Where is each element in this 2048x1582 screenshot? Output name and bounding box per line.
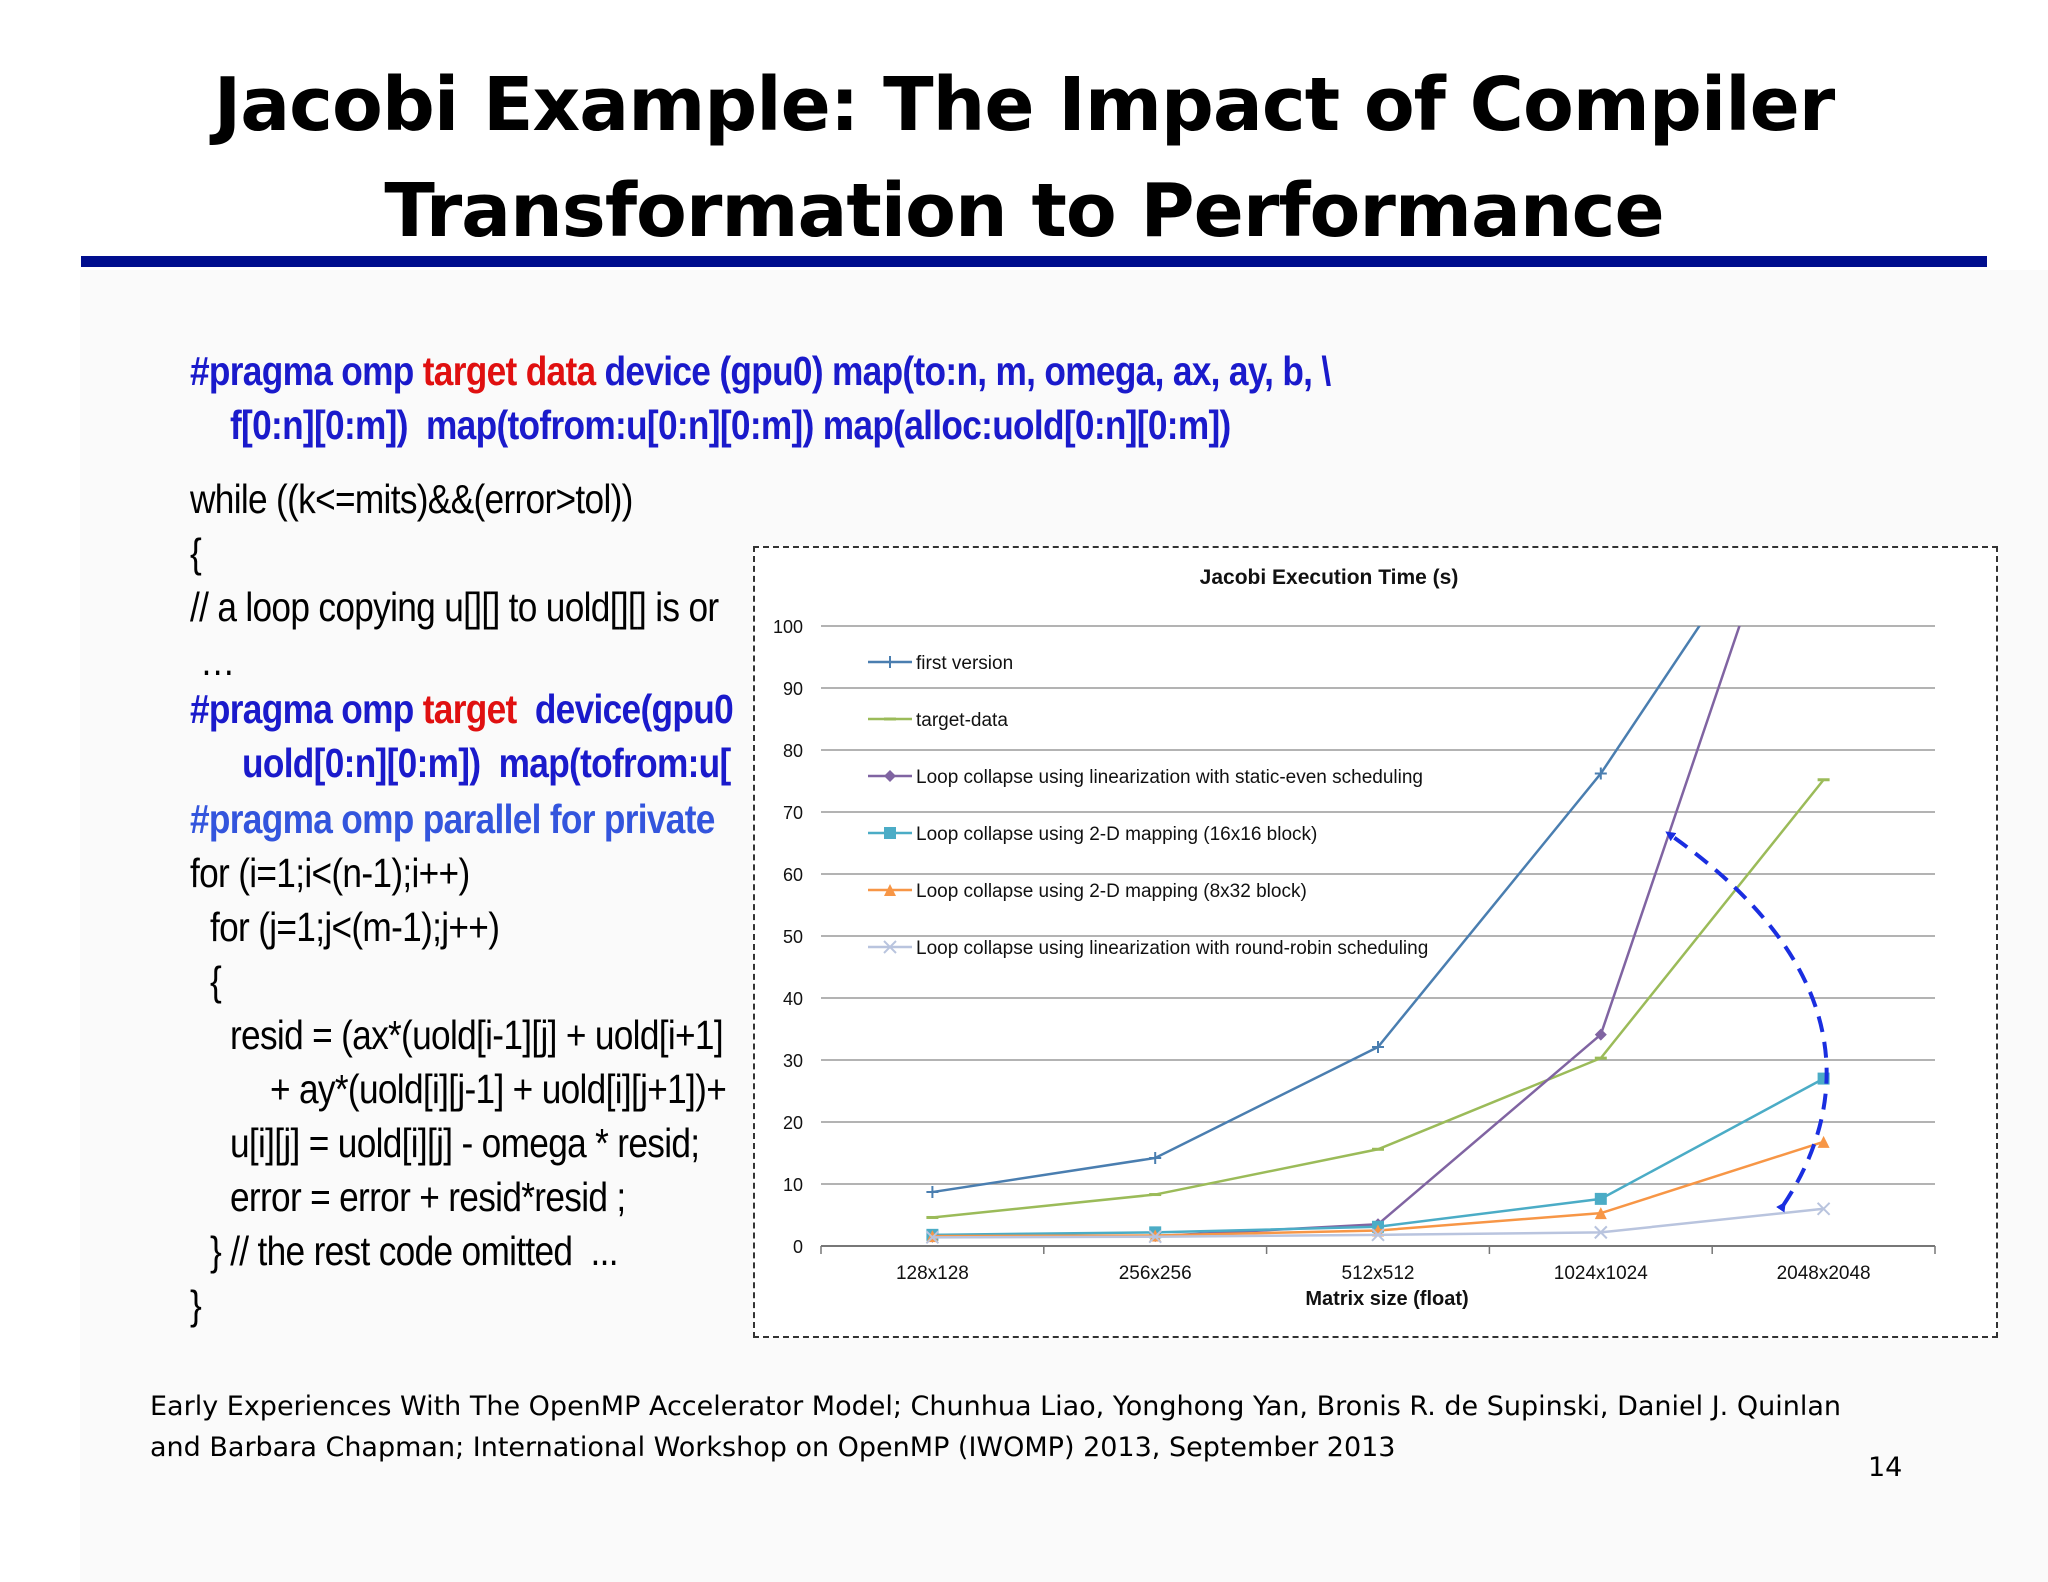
data-point	[1816, 1202, 1831, 1216]
data-point	[1371, 1228, 1385, 1242]
code-line-7: #pragma omp target device(gpu0	[190, 686, 734, 733]
data-point	[1148, 1229, 1162, 1244]
data-point	[926, 1186, 939, 1199]
code-line-8: uold[0:n][0:m]) map(tofrom:u[	[242, 740, 731, 786]
y-tick-label: 20	[783, 1113, 803, 1133]
code-pragma: #pragma omp	[190, 348, 423, 394]
x-tick-label: 256x256	[1119, 1263, 1192, 1284]
legend-label: Loop collapse using 2-D mapping (16x16 b…	[916, 824, 1317, 845]
code-line-12: {	[210, 958, 222, 1004]
y-tick-label: 0	[793, 1237, 803, 1257]
y-tick-label: 100	[773, 617, 803, 637]
page-number: 14	[1868, 1452, 1903, 1483]
code-line-13: resid = (ax*(uold[i-1][j] + uold[i+1]	[230, 1012, 724, 1058]
legend-marker	[884, 770, 896, 782]
code-clause: device (gpu0) map(to:n, m, omega, ax, ay…	[595, 348, 1332, 394]
code-line-6: …	[200, 638, 235, 684]
data-point	[1594, 1207, 1607, 1220]
legend-label: Loop collapse using 2-D mapping (8x32 bl…	[916, 881, 1307, 902]
data-point	[925, 1230, 940, 1245]
code-clause: device(gpu0	[516, 686, 734, 732]
y-tick-label: 70	[783, 803, 803, 823]
code-keyword-target-data: target data	[422, 348, 596, 394]
code-line-14: + ay*(uold[i][j-1] + uold[i][j+1])+	[270, 1066, 727, 1112]
citation-line-1: Early Experiences With The OpenMP Accele…	[150, 1391, 1841, 1422]
legend-marker	[884, 827, 896, 839]
legend-label: Loop collapse using linearization with r…	[916, 938, 1428, 959]
x-tick-label: 512x512	[1342, 1263, 1415, 1284]
code-line-16: error = error + resid*resid ;	[230, 1174, 626, 1220]
x-tick-label: 1024x1024	[1554, 1263, 1648, 1284]
legend-marker	[883, 940, 897, 954]
citation-line-2: and Barbara Chapman; International Works…	[150, 1432, 1396, 1463]
series-line-4	[932, 1077, 1825, 1237]
x-axis-label: Matrix size (float)	[1305, 1288, 1468, 1310]
code-line-2: f[0:n][0:m]) map(tofrom:u[0:n][0:m]) map…	[230, 402, 1231, 448]
x-tick-label: 128x128	[896, 1263, 969, 1284]
data-point	[1594, 1225, 1608, 1240]
y-tick-label: 90	[783, 679, 803, 699]
execution-time-chart: Jacobi Execution Time (s) 0 10 20 30 40 50 60 7…	[773, 566, 1936, 1310]
title-divider	[81, 256, 1987, 267]
data-point	[1372, 1224, 1384, 1237]
legend-label: Loop collapse using linearization with s…	[916, 767, 1423, 788]
code-keyword-target: target	[422, 686, 518, 732]
annotation-arrow	[1665, 831, 1829, 1213]
chart-title: Jacobi Execution Time (s)	[1200, 566, 1459, 589]
data-point	[1372, 1040, 1384, 1053]
x-tick-label: 2048x2048	[1777, 1263, 1871, 1284]
data-point	[1594, 1028, 1607, 1041]
code-line-4: {	[190, 530, 202, 576]
y-tick-label: 60	[783, 865, 803, 885]
title-line-1: Jacobi Example: The Impact of Compiler	[213, 62, 1836, 148]
series-line-1	[932, 626, 1701, 1194]
code-line-3: while ((k<=mits)&&(error>tol))	[190, 476, 633, 522]
code-line-15: u[i][j] = uold[i][j] - omega * resid;	[230, 1120, 700, 1166]
y-tick-label: 10	[783, 1175, 803, 1195]
slide-title: Jacobi Example: The Impact of Compiler T…	[0, 52, 2048, 264]
code-line-9: #pragma omp parallel for private	[190, 796, 715, 842]
code-line-18: }	[190, 1282, 202, 1328]
y-tick-label: 80	[783, 741, 803, 761]
y-tick-label: 30	[783, 1051, 803, 1071]
data-point	[1149, 1151, 1162, 1164]
code-line-11: for (j=1;j<(m-1);j++)	[210, 904, 500, 950]
chart-container: Jacobi Execution Time (s) 0 10 20 30 40 50 60 7…	[753, 546, 1998, 1338]
code-pragma: #pragma omp	[190, 686, 423, 732]
code-line-17: } // the rest code omitted ...	[210, 1228, 619, 1274]
code-line-10: for (i=1;i<(n-1);i++)	[190, 850, 470, 896]
legend-marker	[884, 656, 896, 668]
y-tick-label: 50	[783, 927, 803, 947]
legend-label: first version	[916, 653, 1013, 674]
data-point	[1594, 1192, 1607, 1205]
title-line-2: Transformation to Performance	[384, 168, 1664, 254]
code-line-1: #pragma omp target data device (gpu0) ma…	[190, 348, 1331, 395]
data-point	[1817, 1135, 1830, 1148]
y-tick-label: 40	[783, 989, 803, 1009]
citation: Early Experiences With The OpenMP Accele…	[150, 1386, 1910, 1468]
legend-label: target-data	[916, 710, 1008, 731]
code-line-5: // a loop copying u[][] to uold[][] is o…	[190, 584, 719, 630]
data-point	[1594, 767, 1607, 780]
legend-marker	[884, 884, 896, 896]
